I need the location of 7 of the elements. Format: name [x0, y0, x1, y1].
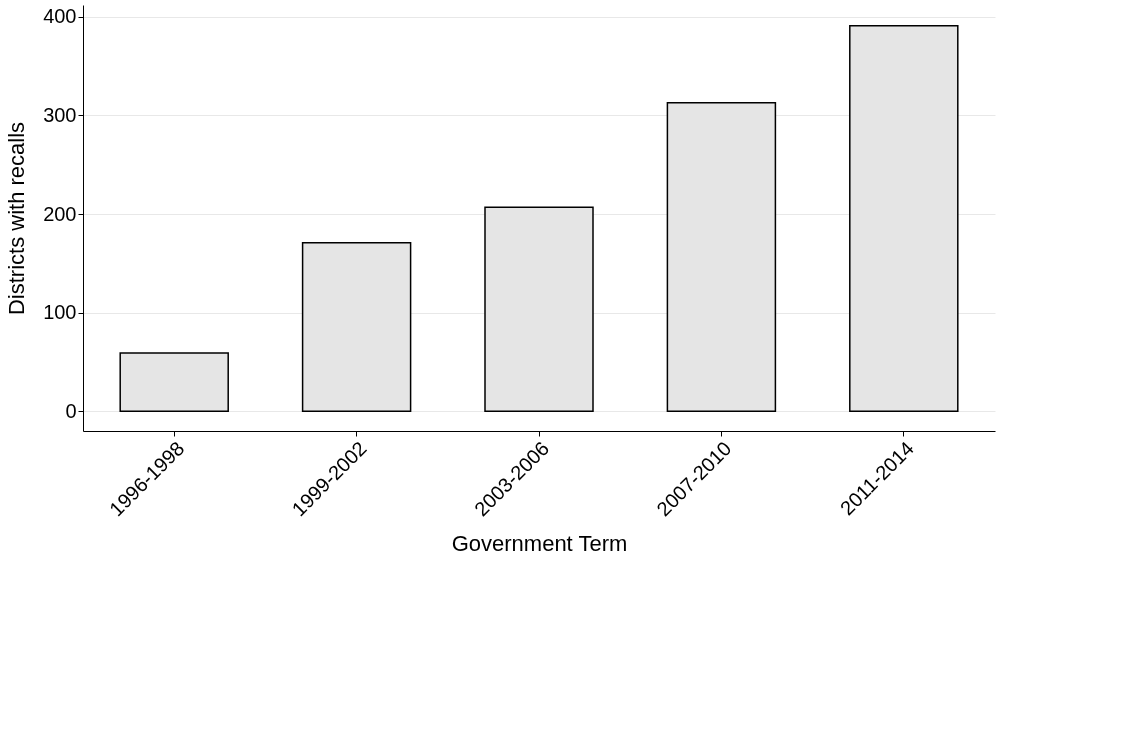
y-tick-label: 0: [65, 399, 77, 422]
y-tick-label: 300: [43, 103, 77, 126]
x-axis-title: Government Term: [451, 531, 628, 557]
y-tick-label: 100: [43, 301, 77, 324]
y-tick-label: 400: [43, 5, 77, 28]
y-tick-label: 200: [43, 202, 77, 225]
y-axis-title: Districts with recalls: [4, 121, 30, 316]
